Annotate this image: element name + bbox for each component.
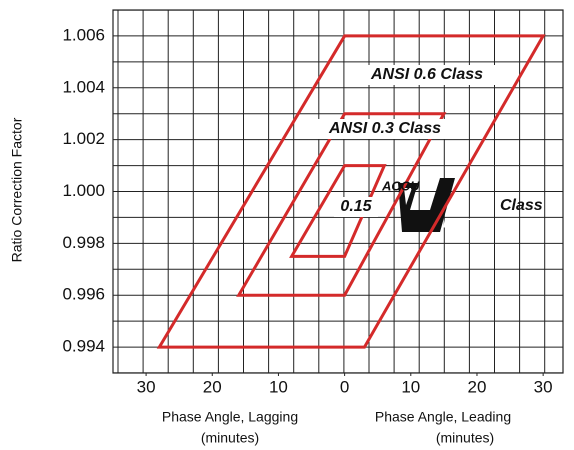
series-label: ANSI 0.6 Class	[370, 66, 483, 83]
logo	[398, 178, 455, 232]
x-tick-label: 20	[203, 377, 222, 396]
label-bg	[355, 65, 499, 85]
grid	[113, 9, 563, 374]
class-boundary	[236, 112, 447, 297]
x-axis-label: Phase Angle, Leading	[375, 409, 511, 425]
y-tick-label: 0.996	[62, 285, 105, 304]
y-tick-label: 1.002	[62, 129, 105, 148]
annotation: BUTE	[443, 215, 479, 230]
x-tick-label: 10	[269, 377, 288, 396]
x-axis-label: Phase Angle, Lagging	[162, 409, 298, 425]
y-tick-label: 1.000	[62, 181, 105, 200]
series-label: ANSI 0.3 Class	[328, 120, 441, 137]
x-tick-label: 30	[534, 377, 553, 396]
x-axis-label: (minutes)	[201, 430, 259, 446]
plot-frame	[112, 9, 564, 374]
series-label: 0.15	[340, 198, 372, 215]
annotation: ACCU	[381, 178, 420, 193]
y-tick-label: 0.994	[62, 337, 105, 356]
y-axis-label: Ratio Correction Factor	[9, 117, 25, 262]
x-tick-label: 10	[401, 377, 420, 396]
x-tick-label: 20	[468, 377, 487, 396]
class-boundary	[289, 164, 387, 258]
class-boundary	[156, 34, 546, 349]
y-tick-label: 1.004	[62, 77, 105, 96]
x-tick-label: 0	[340, 377, 349, 396]
label-bg	[334, 197, 378, 217]
x-axis-label: (minutes)	[436, 430, 494, 446]
x-tick-label: 30	[137, 377, 156, 396]
logo-mark	[404, 188, 412, 205]
y-tick-label: 0.998	[62, 233, 105, 252]
y-tick-label: 1.006	[62, 25, 105, 44]
annotation: Class	[500, 197, 543, 214]
label-bg	[313, 119, 457, 139]
